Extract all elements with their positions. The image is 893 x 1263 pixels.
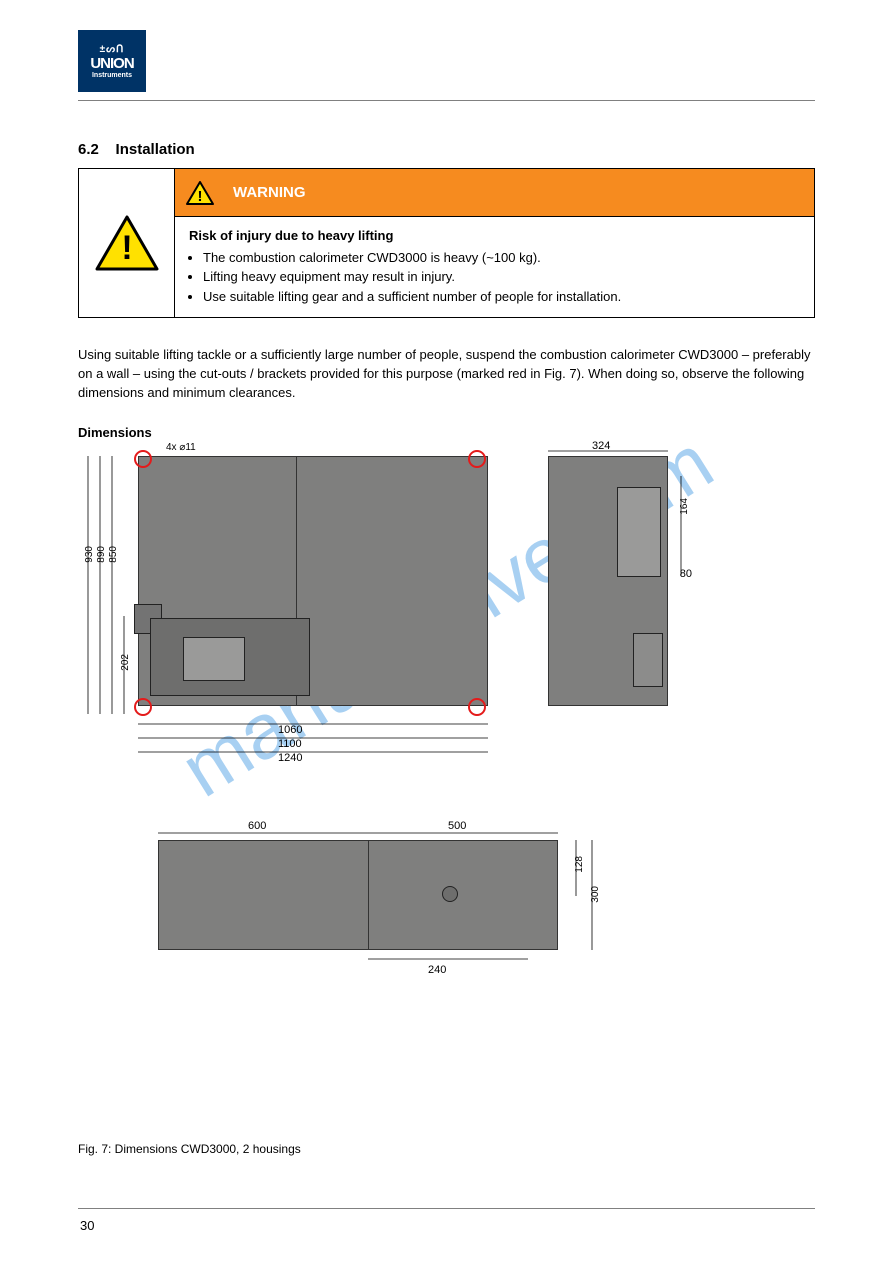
logo-sub: Instruments (92, 72, 132, 79)
front-view: 4x ⌀11 930 890 850 202 1060 1100 1240 (78, 446, 498, 776)
warning-line: Use suitable lifting gear and a sufficie… (203, 288, 800, 306)
section-heading: 6.2 Installation (78, 141, 815, 158)
side-view: 324 164 80 (528, 446, 688, 776)
brand-logo: ±ᔕᑎ UNION Instruments (78, 30, 146, 92)
svg-text:!: ! (121, 229, 132, 267)
warning-body: Risk of injury due to heavy lifting The … (175, 217, 814, 317)
warning-box: ! ! WARNING Risk of injury due to heavy … (78, 168, 815, 318)
bottom-body (158, 840, 558, 950)
hole-note: 4x ⌀11 (166, 442, 196, 453)
warning-small-triangle-icon: ! (185, 180, 215, 206)
warning-line: The combustion calorimeter CWD3000 is he… (203, 249, 800, 267)
figure-caption: Fig. 7: Dimensions CWD3000, 2 housings (78, 1142, 301, 1156)
technical-drawing: manualshive.com 4x ⌀11 930 890 850 2 (78, 446, 815, 1156)
side-conn (633, 633, 663, 687)
mount-point-circle (134, 698, 152, 716)
dim-line (676, 476, 686, 586)
side-vent (617, 487, 661, 577)
mount-point-circle (468, 450, 486, 468)
page-number: 30 (80, 1218, 94, 1233)
section-number: 6.2 (78, 141, 99, 158)
mount-point-circle (134, 450, 152, 468)
drawing-row-upper: 4x ⌀11 930 890 850 202 1060 1100 1240 (78, 446, 815, 776)
warning-line: Lifting heavy equipment may result in in… (203, 268, 800, 286)
svg-text:!: ! (198, 188, 203, 205)
dim-line (368, 956, 558, 962)
bottom-view: 600 500 128 300 240 (158, 796, 578, 986)
instruction-paragraph: Using suitable lifting tackle or a suffi… (78, 346, 815, 403)
bottom-seam (368, 840, 369, 950)
dim-line (158, 830, 558, 836)
front-control-panel (150, 618, 310, 696)
logo-mark: ±ᔕᑎ (100, 44, 125, 55)
warning-content: ! WARNING Risk of injury due to heavy li… (175, 169, 814, 317)
dim-lines-v (78, 456, 134, 716)
dim-label: 240 (428, 964, 446, 976)
warning-triangle-icon: ! (93, 213, 161, 273)
warning-body-heading: Risk of injury due to heavy lifting (189, 227, 800, 245)
page: ±ᔕᑎ UNION Instruments 6.2 Installation !… (0, 0, 893, 1263)
dimensions-heading: Dimensions (78, 425, 815, 440)
warning-banner-label: WARNING (233, 184, 306, 201)
section-title: Installation (116, 141, 195, 158)
front-screen (183, 637, 245, 681)
warning-icon-cell: ! (79, 169, 175, 317)
warning-banner: ! WARNING (175, 169, 814, 217)
dim-line (548, 448, 668, 454)
dim-line (568, 840, 598, 952)
header-rule (78, 100, 815, 101)
bottom-hole (442, 886, 458, 902)
warning-body-list: The combustion calorimeter CWD3000 is he… (189, 249, 800, 306)
mount-point-circle (468, 698, 486, 716)
dim-lines (138, 716, 488, 766)
side-body (548, 456, 668, 706)
logo-brand: UNION (90, 55, 133, 72)
footer-rule (78, 1208, 815, 1209)
